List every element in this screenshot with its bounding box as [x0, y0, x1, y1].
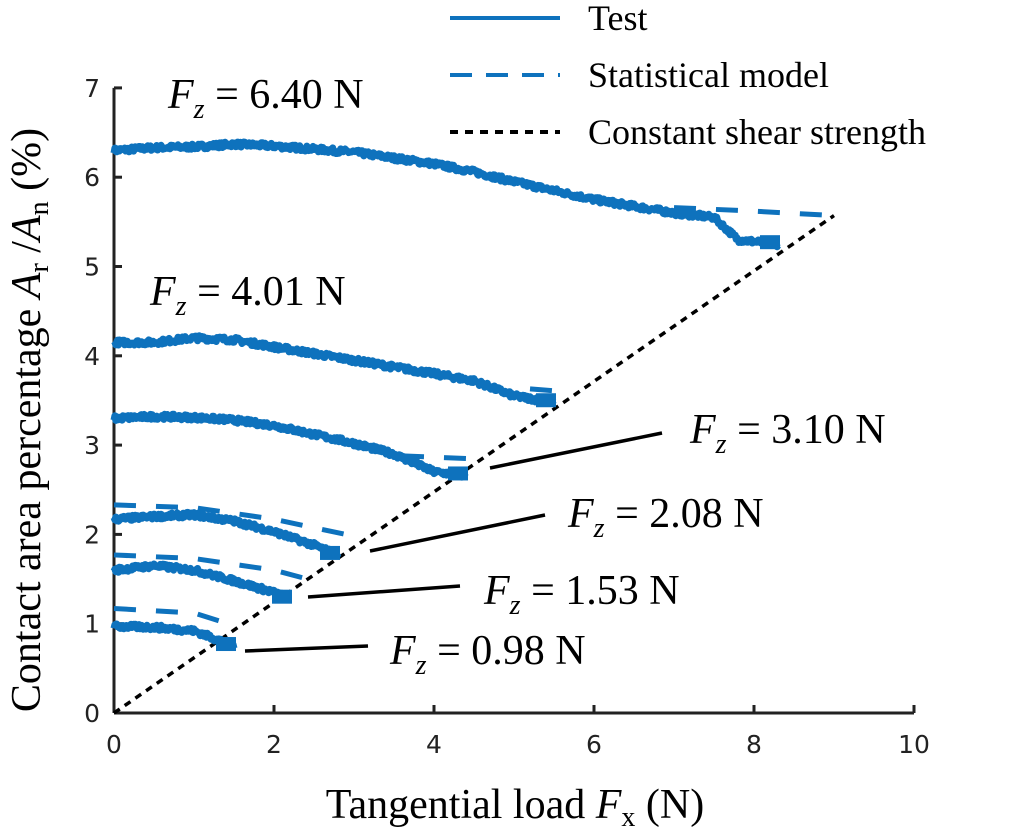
model-line-0	[673, 205, 835, 219]
legend-test-label: Test	[588, 0, 647, 38]
test-end-cluster-0	[760, 235, 780, 250]
leader-line-5	[244, 644, 369, 653]
x-tick-label: 0	[106, 730, 122, 759]
annotation-4: Fz = 1.53 N	[483, 568, 680, 621]
x-tick-label: 10	[898, 730, 930, 759]
test-line-0	[110, 138, 781, 251]
constant-shear-strength-line	[113, 214, 835, 715]
annotation-0: Fz = 6.40 N	[167, 72, 364, 125]
model-line-2	[401, 453, 467, 461]
model-line-4	[113, 552, 315, 584]
legend-shear-label: Constant shear strength	[588, 112, 926, 152]
legend: Test Statistical model Constant shear st…	[450, 0, 926, 152]
test-end-cluster-1	[536, 393, 556, 408]
y-tick-label: 2	[84, 520, 100, 549]
annotations: Fz = 6.40 N Fz = 4.01 N Fz = 3.10 N Fz = 2.…	[149, 72, 886, 681]
x-tick-label: 2	[266, 730, 282, 759]
leader-line-4	[307, 584, 461, 599]
test-line-4	[110, 560, 293, 603]
test-end-cluster-5	[216, 637, 236, 652]
test-end-cluster-2	[448, 466, 468, 481]
plot-area	[110, 138, 835, 715]
x-axis-label: Tangential load Fx (N)	[326, 782, 704, 833]
annotation-5: Fz = 0.98 N	[389, 628, 586, 681]
y-axis-label: Contact area percentage Ar /An (%)	[4, 128, 55, 712]
annotation-2: Fz = 3.10 N	[689, 407, 886, 460]
test-line-5	[110, 620, 238, 650]
y-tick-label: 6	[84, 163, 100, 192]
leader-line-2	[489, 431, 663, 470]
y-tick-label: 5	[84, 253, 100, 282]
y-tick-label: 7	[84, 74, 100, 103]
test-end-cluster-3	[320, 545, 340, 560]
annotation-1: Fz = 4.01 N	[149, 269, 346, 322]
y-tick-label: 3	[84, 431, 100, 460]
x-tick-label: 6	[586, 730, 602, 759]
legend-model-label: Statistical model	[588, 55, 829, 95]
test-line-2	[110, 410, 469, 481]
test-line-1	[111, 332, 557, 407]
test-end-cluster-4	[272, 589, 292, 604]
x-tick-label: 4	[426, 730, 442, 759]
y-tick-label: 0	[84, 699, 100, 728]
x-tick-label: 8	[746, 730, 762, 759]
y-tick-label: 1	[84, 610, 100, 639]
model-line-1	[529, 386, 563, 395]
y-tick-label: 4	[84, 342, 100, 371]
test-line-3	[110, 508, 342, 560]
leader-line-3	[369, 513, 546, 553]
annotation-3: Fz = 2.08 N	[567, 491, 764, 544]
